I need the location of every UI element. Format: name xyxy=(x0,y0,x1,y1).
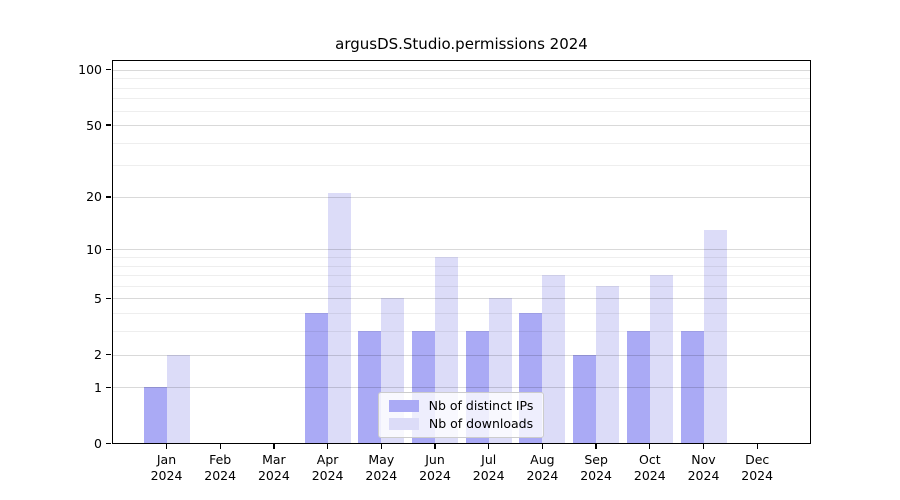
legend-swatch-distinct-ips xyxy=(389,400,419,412)
gridline-minor-70 xyxy=(112,98,811,100)
gridline-minor-6 xyxy=(112,285,811,287)
y-tick-mark-1 xyxy=(106,386,111,389)
x-tick-label-nov: Nov 2024 xyxy=(687,451,720,483)
x-tick-mark-jul xyxy=(488,443,490,449)
bar-nb-of-distinct-ips-nov xyxy=(680,331,704,444)
legend-swatch-downloads xyxy=(389,418,419,430)
y-tick-label-50: 50 xyxy=(86,117,102,133)
x-tick-mark-jan xyxy=(165,443,168,449)
y-tick-label-0: 0 xyxy=(94,436,102,451)
bar-nb-of-distinct-ips-oct xyxy=(626,331,650,444)
x-tick-label-dec: Dec 2024 xyxy=(741,451,774,483)
gridline-minor-90 xyxy=(112,78,811,80)
bar-nb-of-downloads-oct xyxy=(649,275,673,444)
bar-nb-of-distinct-ips-may xyxy=(358,331,382,444)
x-tick-mark-aug xyxy=(541,443,544,449)
legend-row-distinct-ips: Nb of distinct IPs xyxy=(389,399,534,413)
gridline-minor-4 xyxy=(112,313,811,315)
x-tick-label-aug: Aug 2024 xyxy=(526,451,559,483)
x-tick-mark-dec xyxy=(756,443,758,449)
y-tick-mark-100 xyxy=(106,69,111,71)
gridline-major-2 xyxy=(112,354,811,356)
y-tick-label-100: 100 xyxy=(78,62,102,78)
x-tick-label-feb: Feb 2024 xyxy=(204,451,237,483)
y-tick-mark-20 xyxy=(106,196,111,198)
y-tick-mark-2 xyxy=(106,353,111,356)
x-tick-label-apr: Apr 2024 xyxy=(311,451,344,483)
chart-title: argusDS.Studio.permissions 2024 xyxy=(335,35,588,53)
gridline-minor-8 xyxy=(112,265,811,267)
bar-nb-of-downloads-jan xyxy=(166,354,190,444)
y-tick-mark-0 xyxy=(106,442,111,445)
x-tick-label-jan: Jan 2024 xyxy=(150,451,183,483)
bar-nb-of-distinct-ips-apr xyxy=(304,313,328,444)
x-tick-mark-may xyxy=(380,443,382,449)
bar-nb-of-downloads-nov xyxy=(703,229,727,444)
legend: Nb of distinct IPs Nb of downloads xyxy=(378,392,544,438)
y-tick-mark-50 xyxy=(106,124,111,126)
bar-nb-of-distinct-ips-sep xyxy=(573,354,597,444)
x-tick-mark-feb xyxy=(219,443,221,449)
x-tick-label-mar: Mar 2024 xyxy=(257,451,290,483)
x-tick-label-may: May 2024 xyxy=(365,451,398,483)
gridline-minor-30 xyxy=(112,165,811,167)
gridline-minor-60 xyxy=(112,110,811,112)
bar-nb-of-downloads-apr xyxy=(327,193,351,444)
gridline-minor-7 xyxy=(112,275,811,277)
gridline-minor-40 xyxy=(112,142,811,144)
gridline-minor-80 xyxy=(112,87,811,89)
x-tick-mark-oct xyxy=(649,443,651,449)
gridline-major-50 xyxy=(112,125,811,127)
x-tick-mark-mar xyxy=(273,443,275,449)
x-tick-label-oct: Oct 2024 xyxy=(633,451,666,483)
gridline-major-20 xyxy=(112,196,811,198)
gridline-major-100 xyxy=(112,69,811,71)
legend-row-downloads: Nb of downloads xyxy=(389,417,534,431)
gridline-major-5 xyxy=(112,298,811,300)
x-tick-mark-jun xyxy=(434,443,436,449)
x-tick-mark-apr xyxy=(326,443,329,449)
y-tick-label-20: 20 xyxy=(86,189,102,205)
bar-nb-of-downloads-sep xyxy=(596,285,620,444)
gridline-minor-9 xyxy=(112,257,811,259)
x-tick-mark-nov xyxy=(702,443,705,449)
legend-label-downloads: Nb of downloads xyxy=(428,416,534,431)
bar-nb-of-distinct-ips-jan xyxy=(143,387,167,444)
x-tick-label-jul: Jul 2024 xyxy=(472,451,505,483)
x-tick-mark-sep xyxy=(595,443,597,449)
y-tick-label-5: 5 xyxy=(94,290,102,306)
legend-label-distinct-ips: Nb of distinct IPs xyxy=(428,398,534,413)
y-tick-label-10: 10 xyxy=(86,241,102,257)
gridline-major-1 xyxy=(112,387,811,389)
y-tick-mark-5 xyxy=(106,297,111,300)
gridline-major-10 xyxy=(112,249,811,251)
y-tick-label-2: 2 xyxy=(94,347,102,363)
gridline-minor-3 xyxy=(112,331,811,333)
x-tick-label-jun: Jun 2024 xyxy=(419,451,451,483)
y-tick-label-1: 1 xyxy=(94,379,102,395)
x-tick-label-sep: Sep 2024 xyxy=(580,451,612,483)
bar-nb-of-downloads-aug xyxy=(542,275,566,444)
y-tick-mark-10 xyxy=(106,248,111,251)
